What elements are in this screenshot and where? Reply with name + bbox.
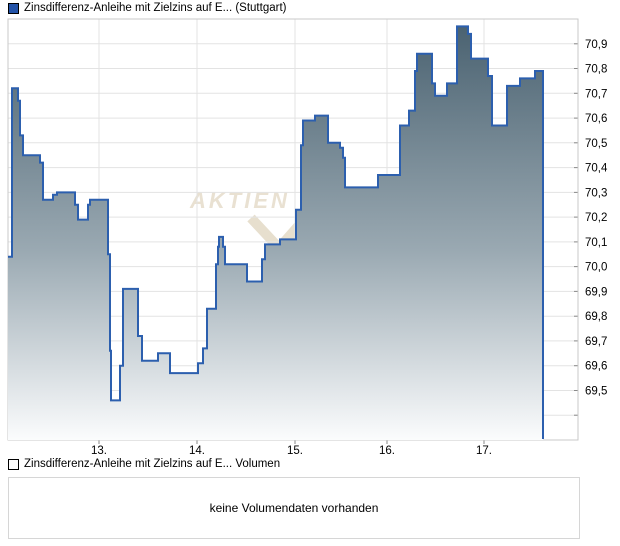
y-axis-label: 70,7 <box>585 88 607 100</box>
price-chart[interactable]: 70,9 70,8 70,7 70,6 70,5 70,4 70,3 70,2 70,1 70,0… <box>0 0 620 456</box>
y-axis-label: 70,6 <box>585 113 607 125</box>
x-axis-label: 16. <box>379 445 395 456</box>
y-axis-label: 69,5 <box>585 386 607 398</box>
y-axis-label: 70,2 <box>585 212 607 224</box>
y-axis-label: 70,5 <box>585 138 607 150</box>
y-axis-label: 70,0 <box>585 262 607 274</box>
y-axis-label: 70,1 <box>585 237 607 249</box>
x-axis-label: 13. <box>91 445 107 456</box>
y-axis-label: 70,8 <box>585 64 607 76</box>
no-volume-message: keine Volumendaten vorhanden <box>209 501 379 515</box>
y-axis-label: 70,3 <box>585 187 607 199</box>
y-axis-label: 70,4 <box>585 163 608 175</box>
y-axis-label: 69,8 <box>585 311 607 323</box>
volume-title-row: Zinsdifferenz-Anleihe mit Zielzins auf E… <box>8 458 280 470</box>
y-axis-label: 69,7 <box>585 336 607 348</box>
volume-title: Zinsdifferenz-Anleihe mit Zielzins auf E… <box>24 458 281 470</box>
volume-series-legend-icon <box>8 458 19 470</box>
y-axis-label: 69,9 <box>585 286 607 298</box>
price-step-line <box>8 25 544 439</box>
y-axis-label: 69,6 <box>585 361 607 373</box>
x-axis-label: 17. <box>476 445 492 456</box>
x-axis-label: 15. <box>287 445 303 456</box>
y-axis-label: 70,9 <box>585 39 607 51</box>
volume-panel: keine Volumendaten vorhanden <box>8 477 580 539</box>
price-area <box>8 26 543 441</box>
chart-title: Zinsdifferenz-Anleihe mit Zielzins auf E… <box>24 2 287 14</box>
price-series-legend-icon <box>8 2 19 14</box>
x-axis-label: 14. <box>189 445 205 456</box>
chart-title-row: Zinsdifferenz-Anleihe mit Zielzins auf E… <box>8 2 286 14</box>
